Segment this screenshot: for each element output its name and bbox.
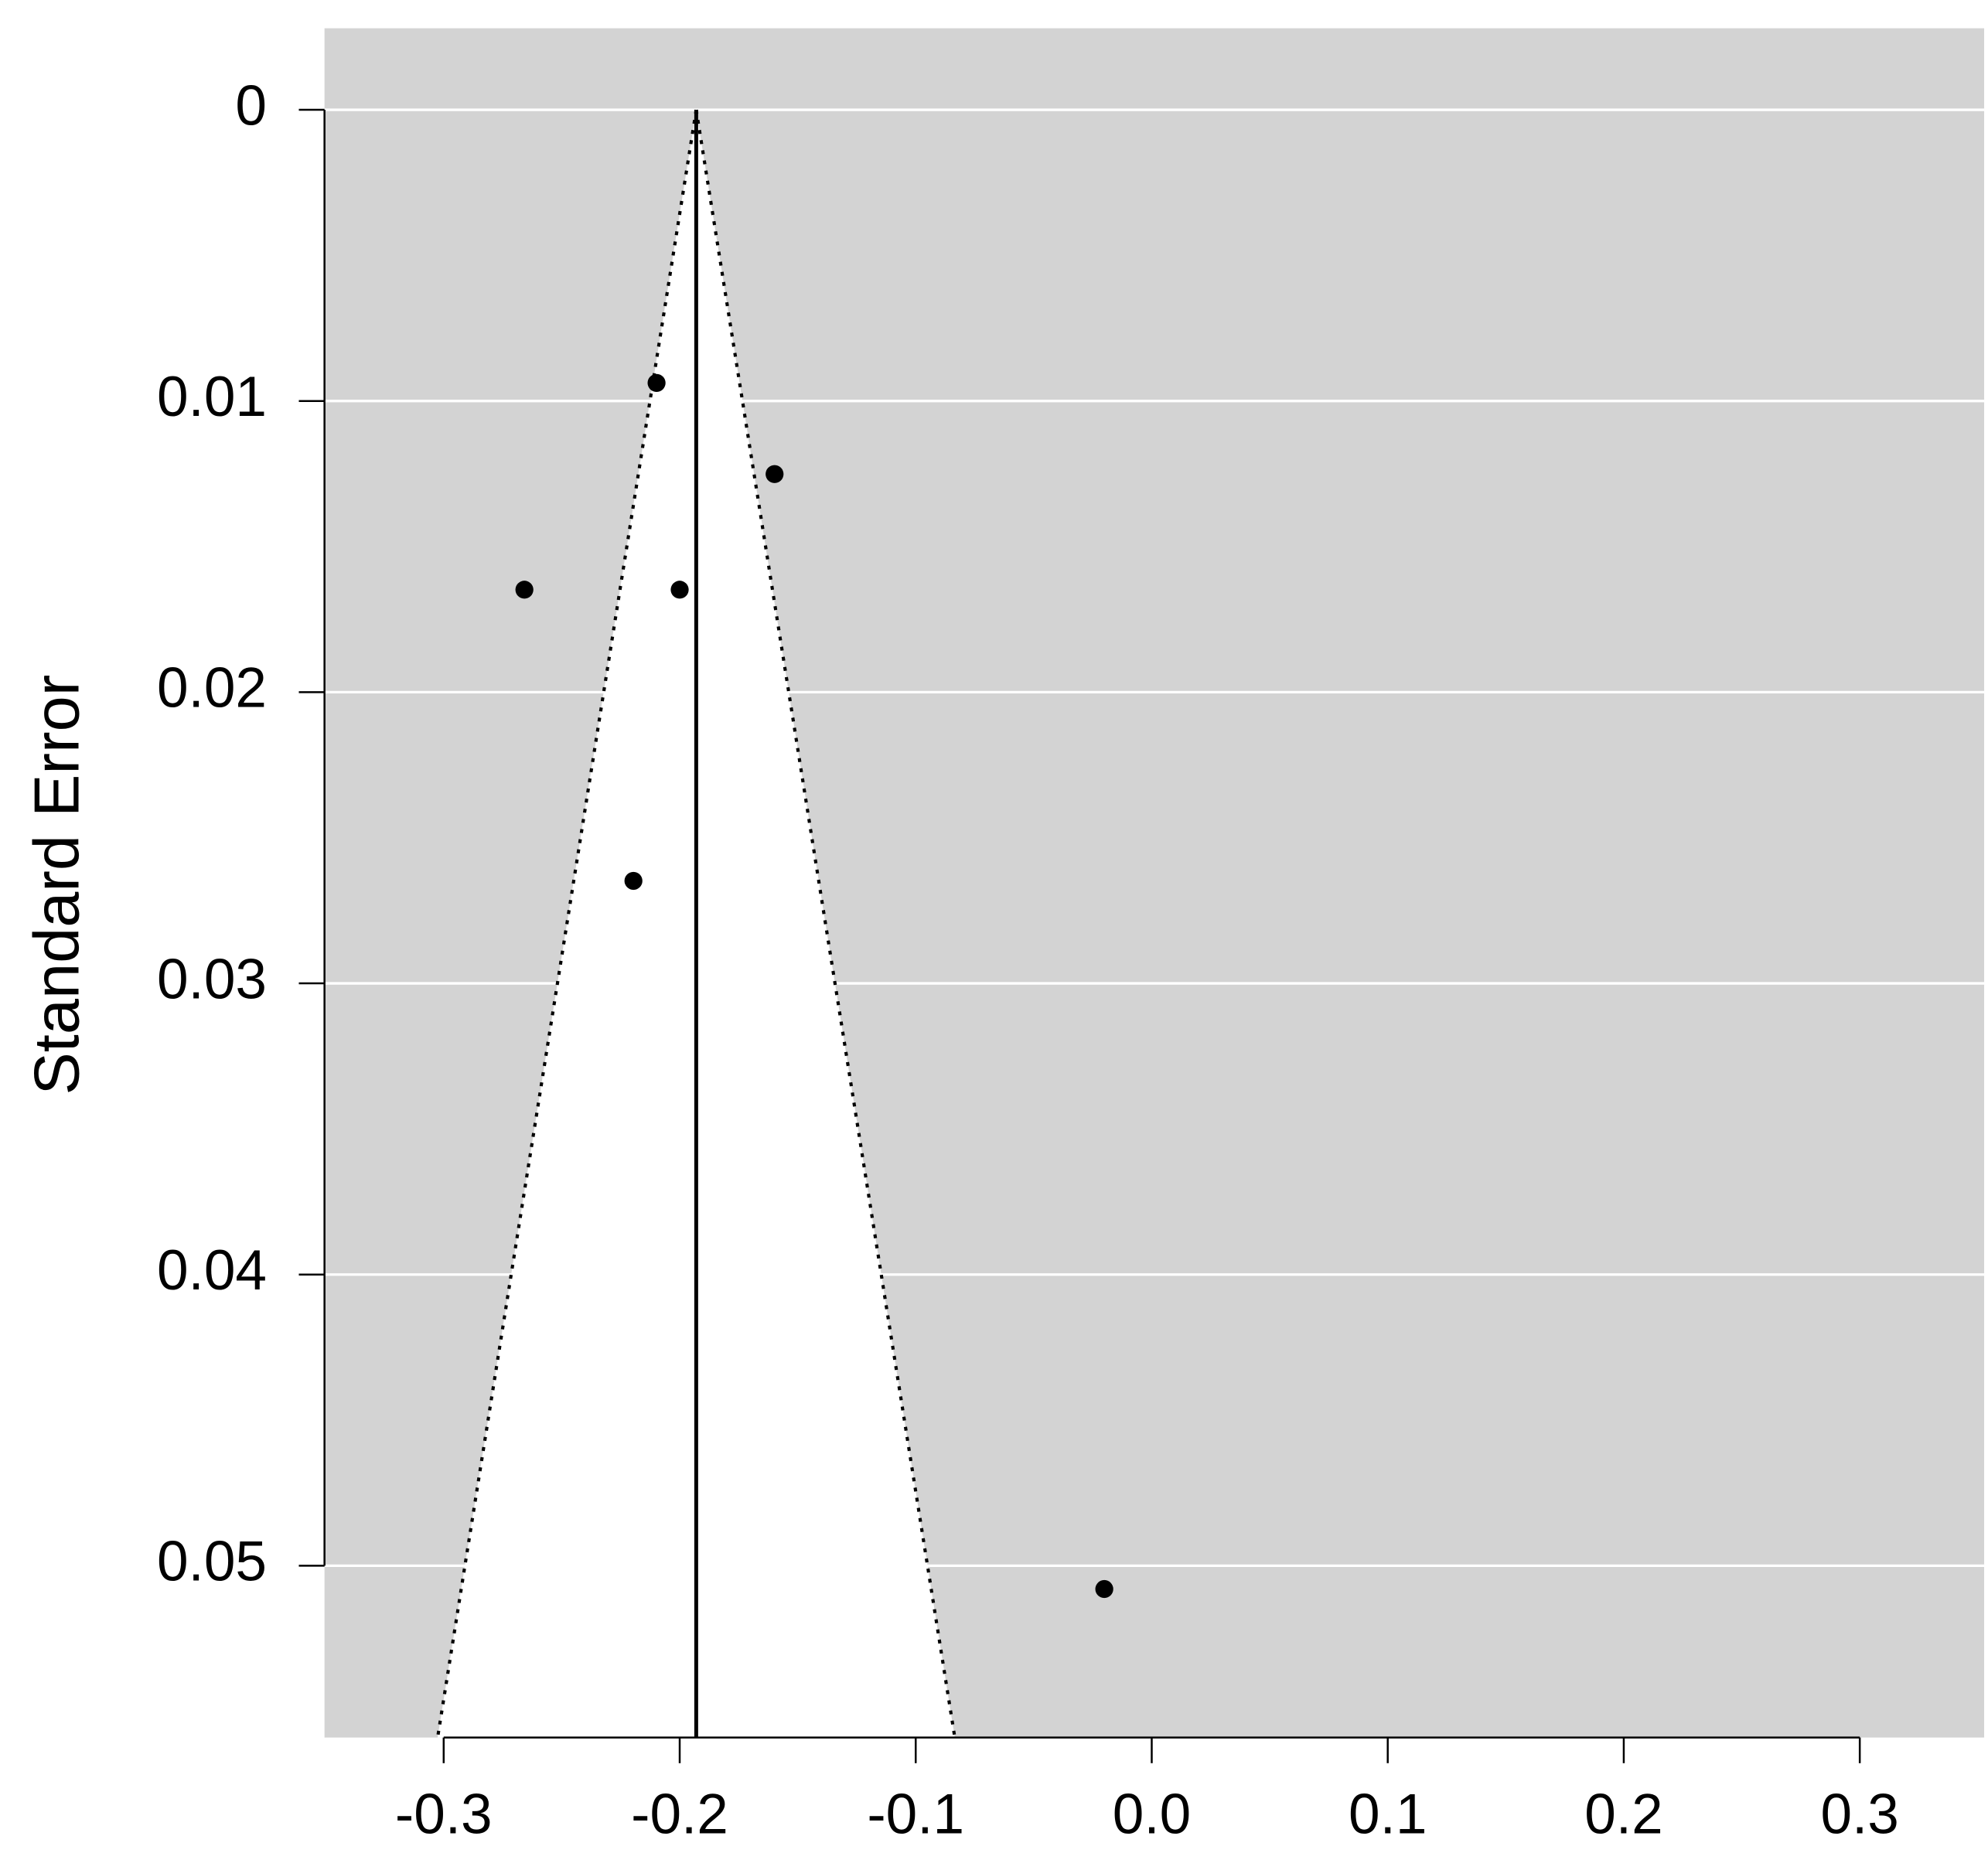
x-tick-label: 0.3 [1820, 1783, 1898, 1845]
x-tick-label: 0.0 [1113, 1783, 1191, 1845]
x-tick-label: 0.1 [1349, 1783, 1427, 1845]
x-tick-label: -0.1 [867, 1783, 964, 1845]
y-axis-label: Standard Error [21, 675, 93, 1095]
y-tick-label: 0.03 [157, 948, 267, 1010]
funnel-right [694, 109, 956, 1738]
x-tick-label: 0.2 [1584, 1783, 1662, 1845]
study-point [624, 871, 643, 891]
x-tick-label: -0.2 [631, 1783, 728, 1845]
study-point [647, 373, 666, 392]
y-tick-label: 0.01 [157, 366, 267, 428]
y-tick-label: 0.04 [157, 1239, 267, 1302]
study-point [766, 465, 784, 483]
x-tick-label: -0.3 [395, 1783, 493, 1845]
y-tick-label: 0.02 [157, 657, 267, 720]
study-point [1095, 1579, 1113, 1599]
study-point [670, 581, 689, 599]
y-tick-label: 0 [235, 74, 267, 137]
funnel-left [435, 109, 698, 1738]
study-point [515, 581, 534, 599]
y-tick-label: 0.05 [157, 1531, 267, 1593]
